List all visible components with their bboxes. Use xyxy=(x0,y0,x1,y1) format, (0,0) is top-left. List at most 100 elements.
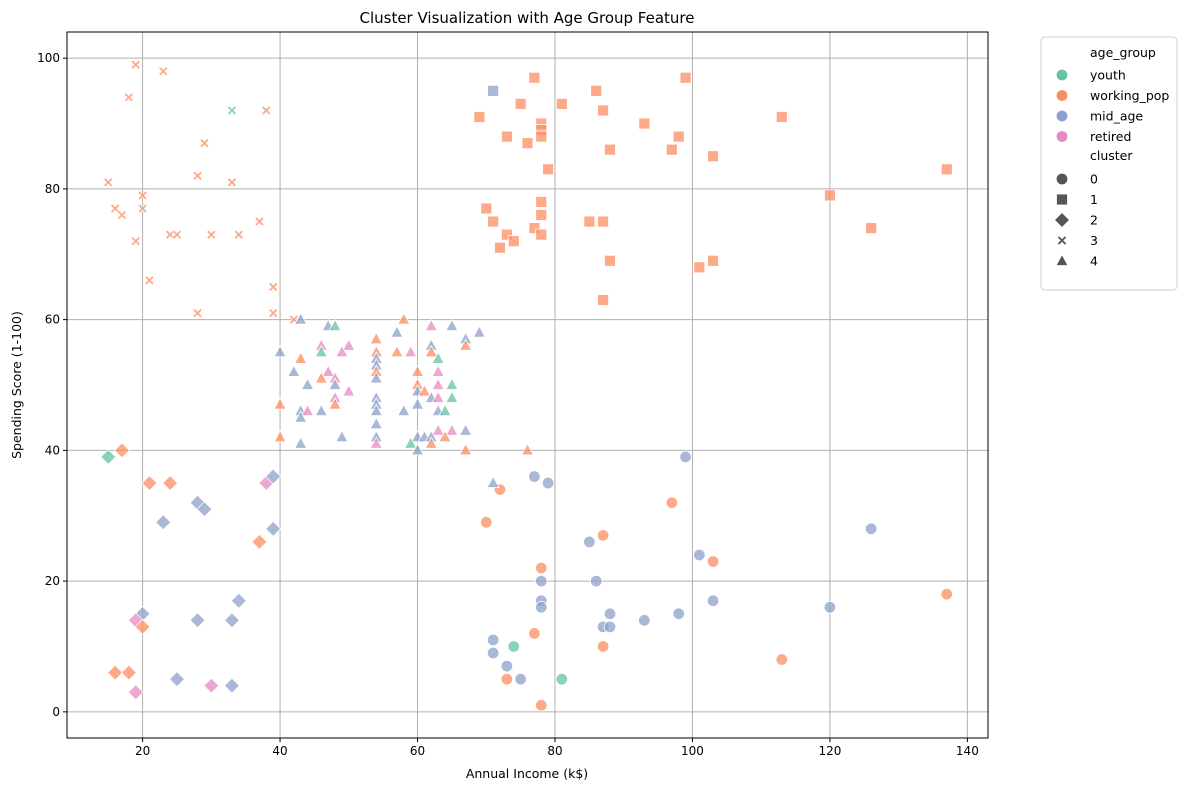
data-point xyxy=(294,436,308,449)
data-point xyxy=(535,574,548,588)
data-point xyxy=(165,229,176,240)
data-point xyxy=(314,344,328,358)
data-point xyxy=(604,143,616,156)
data-point xyxy=(486,475,500,488)
data-point xyxy=(410,364,425,377)
data-point xyxy=(480,516,493,529)
legend-marker-cluster-4 xyxy=(1055,253,1069,266)
y-tick-label: 0 xyxy=(52,705,60,719)
data-point xyxy=(535,601,548,614)
data-point xyxy=(226,177,237,188)
data-point xyxy=(824,189,836,202)
data-point xyxy=(410,443,425,456)
data-point xyxy=(597,215,610,228)
data-point xyxy=(268,281,279,292)
data-point xyxy=(500,228,513,241)
data-point xyxy=(590,574,603,588)
x-tick-label: 60 xyxy=(410,744,425,758)
data-point xyxy=(500,130,513,143)
data-point xyxy=(107,664,124,681)
data-point xyxy=(500,659,514,673)
data-point xyxy=(638,117,651,130)
data-point xyxy=(223,612,241,629)
data-point xyxy=(597,294,610,306)
data-point xyxy=(287,364,301,377)
data-point xyxy=(679,71,692,84)
data-point xyxy=(445,390,459,403)
data-point xyxy=(369,436,383,449)
data-point xyxy=(223,677,241,694)
data-point xyxy=(775,111,788,123)
data-point xyxy=(390,325,404,338)
legend-marker-working_pop xyxy=(1055,89,1069,102)
data-point xyxy=(507,235,520,248)
legend-label-cluster-2: 2 xyxy=(1090,213,1098,228)
data-point xyxy=(597,104,610,117)
data-point xyxy=(342,338,356,351)
y-axis-label: Spending Score (1-100) xyxy=(9,311,24,459)
data-point xyxy=(486,633,500,647)
data-point xyxy=(103,177,114,188)
legend-frame xyxy=(1040,36,1178,291)
data-point xyxy=(706,594,720,607)
data-point xyxy=(137,190,148,201)
data-point xyxy=(369,403,383,417)
data-point xyxy=(206,229,217,240)
data-point xyxy=(424,344,438,358)
data-point xyxy=(431,423,445,436)
data-point xyxy=(438,429,452,443)
data-point xyxy=(707,254,719,267)
data-point xyxy=(494,241,506,254)
data-point xyxy=(528,71,541,84)
data-point xyxy=(431,351,445,364)
data-point xyxy=(158,66,169,77)
data-point xyxy=(369,416,383,430)
chart-title: Cluster Visualization with Age Group Fea… xyxy=(359,9,694,27)
data-point xyxy=(487,84,500,97)
data-point xyxy=(693,261,706,274)
data-point xyxy=(230,592,247,609)
data-point xyxy=(100,448,117,465)
data-point xyxy=(199,138,210,149)
data-point xyxy=(445,318,459,332)
data-point xyxy=(596,529,610,542)
data-point xyxy=(864,522,878,536)
data-point xyxy=(424,436,438,449)
legend-marker-cluster-2 xyxy=(1053,211,1071,229)
y-tick-label: 40 xyxy=(45,443,60,457)
data-point xyxy=(369,371,383,384)
data-point xyxy=(528,627,541,640)
data-point xyxy=(458,338,473,351)
legend-marker-cluster-1 xyxy=(1056,193,1068,206)
data-point xyxy=(583,535,596,549)
legend-label-mid_age: mid_age xyxy=(1090,109,1143,124)
data-point xyxy=(823,601,837,614)
data-point xyxy=(192,308,203,319)
data-point xyxy=(171,229,182,240)
data-point xyxy=(410,397,425,410)
data-point xyxy=(265,468,282,485)
data-point xyxy=(458,443,473,456)
data-point xyxy=(555,98,568,110)
data-point xyxy=(583,215,596,228)
data-point xyxy=(865,222,878,235)
data-point xyxy=(137,203,148,214)
data-point xyxy=(192,170,203,181)
data-point xyxy=(134,618,151,635)
data-point xyxy=(196,501,213,518)
data-point xyxy=(300,377,315,390)
data-point xyxy=(203,677,220,694)
x-tick-label: 40 xyxy=(272,744,287,758)
data-point xyxy=(458,423,473,436)
data-point xyxy=(168,671,186,688)
data-point xyxy=(120,664,137,681)
data-point xyxy=(226,105,237,116)
data-point xyxy=(445,377,459,390)
data-point xyxy=(403,344,418,358)
data-point xyxy=(268,308,279,319)
data-point xyxy=(251,533,268,550)
data-point xyxy=(693,548,706,562)
legend-label-cluster-1: 1 xyxy=(1090,192,1098,207)
data-point xyxy=(397,403,411,417)
data-point xyxy=(273,397,287,410)
